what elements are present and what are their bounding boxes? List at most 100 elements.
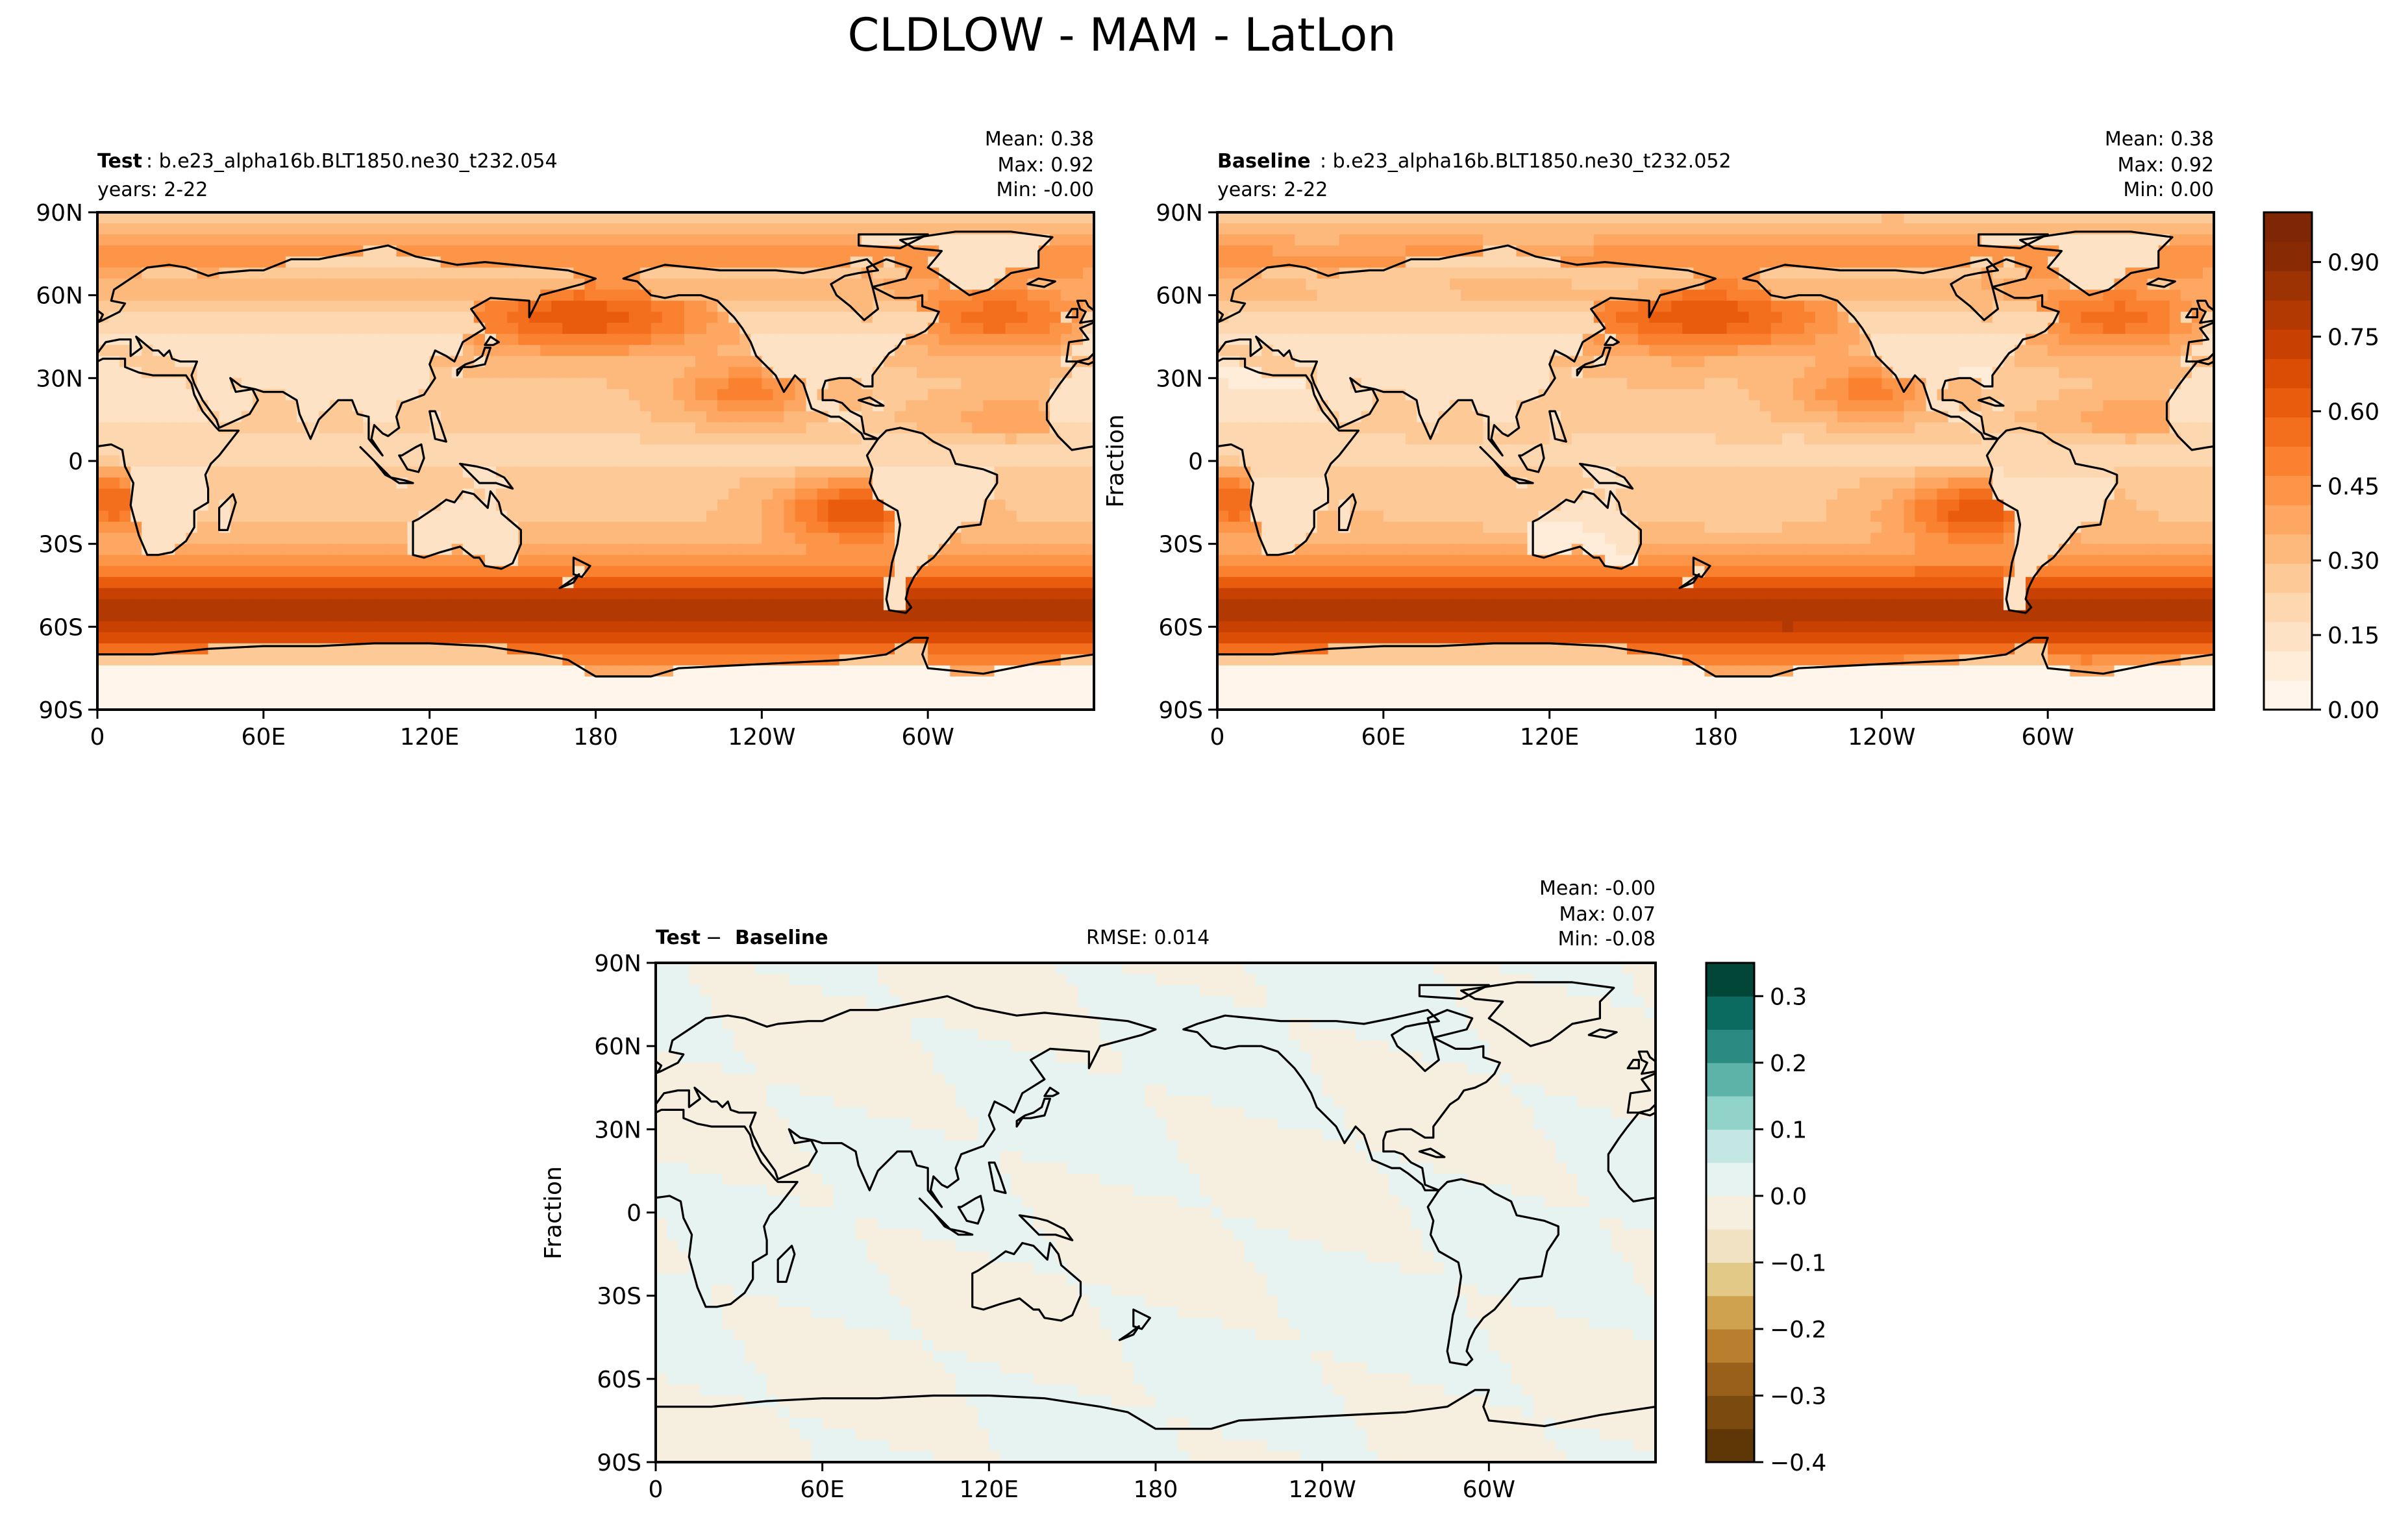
field-cell [2202,279,2214,290]
field-cell [2037,256,2048,268]
field-cell [872,632,884,644]
field-cell [1071,267,1084,279]
field-cell [252,345,264,356]
field-cell [717,433,729,445]
field-cell [817,301,829,312]
field-cell [518,444,530,456]
field-cell [374,665,386,677]
field-cell [1038,290,1050,301]
field-cell [939,323,950,334]
field-cell [208,554,220,567]
field-cell [186,577,198,589]
field-cell [817,290,829,301]
field-cell [241,267,253,279]
field-cell [363,665,375,677]
field-cell [628,334,641,345]
field-cell [795,676,807,688]
field-cell [606,466,619,479]
field-cell [861,466,873,479]
field-cell [507,665,519,677]
field-cell [108,389,120,401]
field-cell [595,411,608,423]
field-cell [651,411,663,423]
field-cell [2191,234,2203,246]
field-cell [363,301,375,312]
field-cell [2169,223,2181,235]
field-cell [263,245,275,257]
field-cell [1715,234,1728,246]
field-cell [2026,256,2037,268]
field-cell [706,643,718,655]
field-cell [330,554,341,567]
field-cell [1372,223,1384,235]
field-cell [861,367,873,379]
field-cell [839,477,851,490]
field-cell [518,301,530,312]
field-cell [1082,466,1094,479]
field-cell [108,212,120,224]
field-cell [263,356,275,367]
field-cell [130,588,142,600]
field-cell [241,279,253,290]
field-cell [1870,290,1882,301]
field-cell [917,466,928,479]
field-cell [628,312,641,323]
field-cell [308,543,319,556]
field-cell [2059,279,2070,290]
field-cell [1538,223,1550,235]
field-cell [595,610,608,622]
field-cell [241,312,253,323]
field-cell [784,599,796,611]
field-cell [186,312,198,323]
field-cell [961,477,973,490]
field-cell [1483,212,1495,224]
field-cell [363,687,375,699]
field-cell [906,389,917,401]
field-cell [739,676,751,688]
field-cell [1870,279,1882,290]
field-cell [2191,223,2203,235]
field-cell [374,334,386,345]
field-cell [1538,212,1550,224]
field-cell [883,356,895,367]
field-cell [662,566,674,578]
field-cell [773,323,785,334]
field-cell [961,599,973,611]
field-cell [1948,212,1960,224]
field-cell [462,665,475,677]
field-cell [839,334,851,345]
field-cell [562,312,574,323]
field-cell [1671,256,1683,268]
field-cell [573,234,586,246]
field-cell [972,687,984,699]
field-cell [1505,256,1517,268]
field-cell [263,543,275,556]
field-cell [518,665,530,677]
field-cell [1937,223,1949,235]
field-cell [1660,223,1672,235]
field-cell [108,345,120,356]
field-cell [883,566,895,578]
field-cell [518,223,530,235]
field-cell [451,621,464,633]
field-cell [529,566,541,578]
field-cell [795,588,807,600]
field-cell [983,345,995,356]
field-cell [872,621,884,633]
field-cell [175,477,187,490]
field-cell [617,643,630,655]
field-cell [418,223,430,235]
field-cell [1082,290,1094,301]
field-cell [230,543,242,556]
field-cell [363,621,375,633]
field-cell [341,621,353,633]
field-cell [2092,223,2104,235]
field-cell [706,543,718,556]
field-cell [939,632,950,644]
field-cell [407,223,419,235]
field-cell [972,312,984,323]
field-cell [518,588,530,600]
field-cell [1582,312,1595,323]
field-cell [352,455,364,467]
field-cell [285,400,297,412]
